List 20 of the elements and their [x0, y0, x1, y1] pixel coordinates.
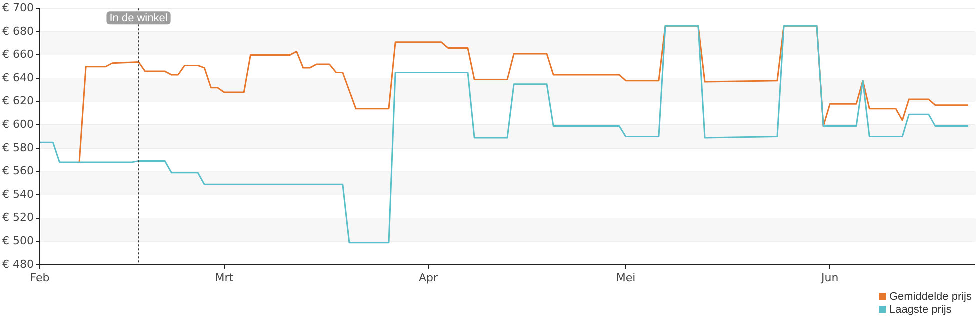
y-tick-label: € 640	[2, 71, 34, 84]
y-tick-label: € 560	[2, 164, 34, 178]
x-tick-label: Feb	[30, 271, 50, 284]
y-tick-label: € 520	[2, 211, 34, 224]
y-tick-label: € 600	[2, 118, 34, 132]
x-tick-label: Jun	[820, 271, 839, 284]
y-tick-label: € 480	[2, 258, 34, 271]
legend-label: Gemiddelde prijs	[889, 290, 972, 302]
x-tick-label: Apr	[418, 271, 438, 284]
x-tick-label: Mei	[616, 271, 636, 284]
y-tick-label: € 660	[2, 48, 34, 62]
y-tick-label: € 540	[2, 188, 34, 201]
y-tick-label: € 680	[2, 24, 34, 38]
ref-line-label: In de winkel	[110, 12, 168, 25]
y-tick-label: € 500	[2, 234, 34, 248]
y-tick-label: € 620	[2, 94, 34, 108]
y-tick-label: € 580	[2, 141, 34, 154]
legend-label: Laagste prijs	[889, 304, 952, 316]
y-tick-label: € 700	[2, 1, 34, 14]
x-tick-label: Mrt	[215, 271, 234, 284]
